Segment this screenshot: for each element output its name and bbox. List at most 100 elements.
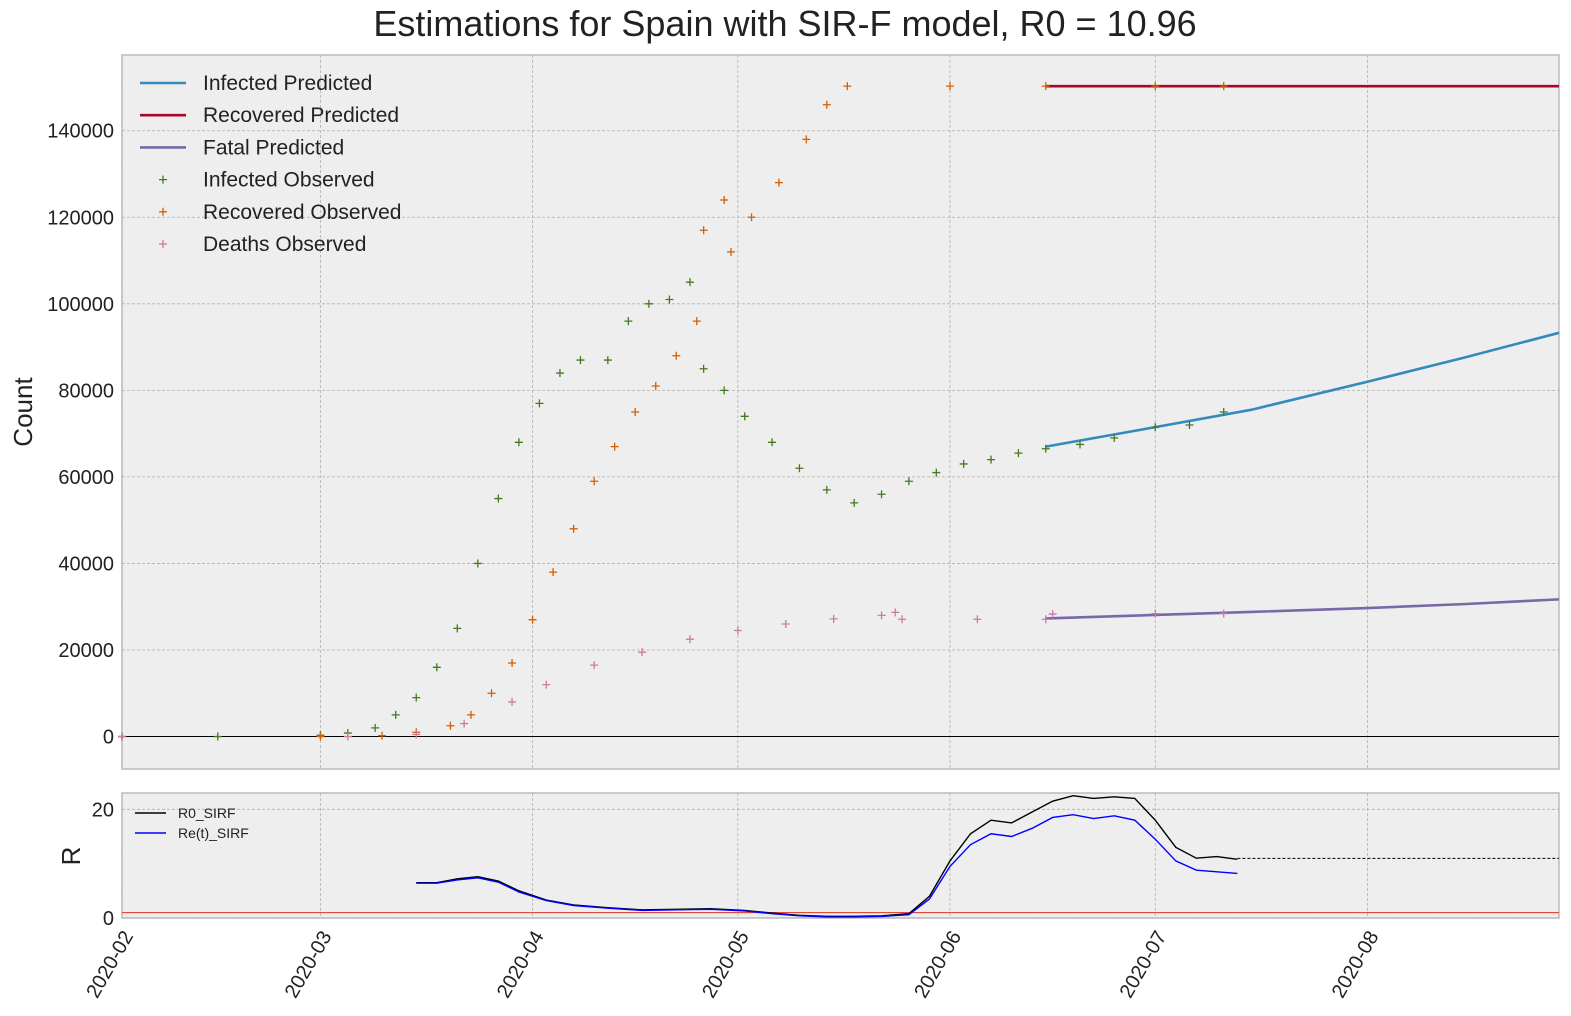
- recovered-observed-point: [466, 710, 475, 719]
- r-y-tick-label: 0: [103, 908, 114, 930]
- recovered-observed-point: [569, 524, 578, 533]
- r-gridlines: [121, 793, 1559, 919]
- main-y-tick-labels: 0 20000 40000 60000 80000 100000 120000 140000: [47, 121, 114, 749]
- deaths-observed-point: [590, 661, 599, 670]
- main-y-tick-label: 0: [103, 727, 114, 749]
- main-legend: Infected Predicted Recovered Predicted Fat…: [140, 72, 401, 256]
- r-series-layer: [416, 795, 1559, 918]
- infected-observed-point: [987, 455, 996, 464]
- legend-label-recovered-observed: Recovered Observed: [203, 201, 401, 224]
- r-legend-label-r0-sirf: R0_SIRF: [178, 805, 236, 821]
- r-plot-area: [121, 792, 1560, 919]
- legend-swatch-recovered-observed: [159, 207, 167, 216]
- x-tick-label: 2020-06: [910, 927, 966, 1002]
- infected-observed-point: [1076, 440, 1084, 449]
- infected-observed-point: [555, 369, 564, 378]
- infected-observed-point: [665, 295, 674, 304]
- recovered-observed-point: [1151, 82, 1160, 91]
- deaths-observed-point: [973, 615, 982, 624]
- main-y-tick-label: 80000: [58, 380, 114, 402]
- main-y-tick-label: 100000: [47, 294, 114, 316]
- deaths-observed-point: [829, 614, 838, 623]
- infected-observed-point: [391, 710, 400, 719]
- infected-observed-point: [371, 723, 380, 732]
- r-legend-label-re-t-sirf: Re(t)_SIRF: [178, 825, 249, 841]
- infected-observed-point: [624, 317, 633, 326]
- infected-observed-point: [720, 386, 729, 395]
- infected-observed-point: [576, 356, 585, 365]
- recovered-observed-point: [590, 477, 599, 486]
- infected-observed-point: [877, 490, 886, 499]
- infected-observed-point: [768, 438, 777, 447]
- main-y-tick-label: 140000: [47, 121, 114, 143]
- recovered-observed-point: [720, 195, 729, 204]
- legend-label-recovered-predicted: Recovered Predicted: [203, 104, 399, 127]
- infected-observed-point: [822, 485, 831, 494]
- x-tick-label: 2020-04: [493, 927, 549, 1002]
- recovered-observed-markers: [118, 82, 1228, 741]
- legend-label-fatal-predicted: Fatal Predicted: [203, 136, 344, 159]
- infected-observed-point: [603, 356, 612, 365]
- infected-observed-point: [850, 498, 859, 507]
- legend-label-deaths-observed: Deaths Observed: [203, 233, 366, 256]
- infected-observed-point: [412, 693, 421, 702]
- main-y-tick-label: 20000: [58, 640, 114, 662]
- recovered-observed-point: [508, 658, 517, 667]
- infected-predicted-line: [1045, 331, 1560, 448]
- infected-observed-point: [1110, 433, 1119, 442]
- deaths-observed-point: [733, 626, 742, 635]
- recovered-observed-point: [822, 100, 831, 109]
- fatal-predicted-line: [1045, 598, 1560, 620]
- x-tick-label: 2020-05: [698, 927, 754, 1002]
- recovered-observed-point: [528, 615, 537, 624]
- deaths-observed-point: [118, 732, 126, 741]
- infected-observed-point: [535, 399, 544, 408]
- r-y-tick-label: 20: [92, 799, 114, 821]
- recovered-observed-point: [774, 178, 783, 187]
- infected-observed-point: [685, 278, 694, 287]
- legend-swatch-infected-observed: [159, 175, 167, 184]
- infected-observed-point: [644, 299, 653, 308]
- recovered-observed-point: [802, 135, 811, 144]
- x-tick-label: 2020-03: [281, 927, 337, 1002]
- infected-observed-point: [959, 459, 968, 468]
- main-y-tick-label: 60000: [58, 467, 114, 489]
- deaths-observed-point: [1219, 609, 1228, 618]
- recovered-observed-point: [487, 689, 496, 698]
- infected-observed-point: [795, 464, 804, 473]
- deaths-observed-point: [638, 648, 647, 657]
- deaths-observed-markers: [118, 608, 1228, 741]
- recovered-observed-point: [610, 442, 619, 451]
- infected-observed-point: [494, 494, 503, 503]
- infected-observed-point: [1219, 408, 1228, 416]
- deaths-observed-point: [508, 697, 517, 706]
- x-tick-labels: 2020-02 2020-03 2020-04 2020-05 2020-06 2020-…: [82, 927, 1383, 1002]
- deaths-observed-point: [891, 608, 900, 617]
- recovered-observed-point: [316, 732, 325, 741]
- recovered-observed-point: [1041, 82, 1050, 91]
- recovered-observed-point: [843, 82, 852, 91]
- infected-observed-point: [213, 732, 222, 741]
- deaths-observed-point: [460, 719, 469, 728]
- infected-observed-point: [1185, 420, 1194, 429]
- deaths-observed-point: [685, 635, 694, 644]
- chart-title: Estimations for Spain with SIR-F model, …: [373, 3, 1196, 44]
- deaths-observed-point: [343, 732, 352, 741]
- infected-observed-point: [740, 412, 749, 421]
- infected-observed-point: [932, 468, 941, 477]
- recovered-observed-point: [1219, 82, 1228, 91]
- deaths-observed-point: [1041, 615, 1050, 624]
- infected-observed-point: [514, 438, 523, 447]
- recovered-observed-point: [549, 568, 558, 577]
- deaths-observed-point: [412, 730, 421, 739]
- deaths-observed-point: [898, 615, 907, 624]
- recovered-observed-point: [727, 247, 736, 256]
- deaths-observed-point: [542, 680, 551, 689]
- recovered-observed-point: [945, 82, 954, 91]
- recovered-observed-point: [699, 226, 708, 235]
- infected-observed-point: [1041, 444, 1050, 453]
- infected-observed-point: [1014, 449, 1023, 458]
- infected-observed-point: [904, 477, 913, 486]
- r-y-axis-label: R: [56, 847, 86, 866]
